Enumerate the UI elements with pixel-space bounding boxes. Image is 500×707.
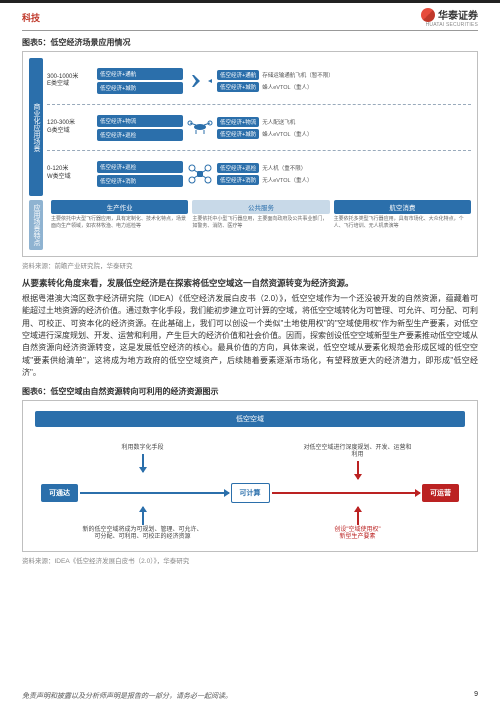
fig5-row: 120-300米 G类空域 低空经济+物流 低空经济+巡检 低空经济+物流无人配… xyxy=(47,104,471,150)
fig6-title: 图表6：低空空域由自然资源转向可利用的经济资源图示 xyxy=(22,386,478,397)
desc-line: 低空经济+消防无人eVTOL（重人） xyxy=(217,175,471,185)
fig6-ann-tr: 对低空空域进行深度规划、开发、运营和利用 xyxy=(303,445,413,459)
flow-box-right: 可运营 xyxy=(422,484,459,502)
desc-text: 无人配送飞机 xyxy=(262,118,295,126)
arrow-down-icon xyxy=(142,507,144,525)
alt-label: 120-300米 G类空域 xyxy=(47,120,97,134)
page-number: 9 xyxy=(474,691,478,701)
desc-text: 蜂人eVTOL（重人） xyxy=(262,83,312,91)
desc-col: 低空经济+通航存储运输通航飞机（暂不限） 低空经济+城防蜂人eVTOL（重人） xyxy=(217,70,471,92)
category-label: 科技 xyxy=(22,11,40,24)
bot-body: 主要依托中大型飞行器应用，具有定制化、技术化特点，场景面向生产领域，如农林牧渔、… xyxy=(51,216,188,229)
fig6-ann-br: 创设"空域使用权" 新型生产要素 xyxy=(313,527,403,541)
chip-group: 低空经济+通航 低空经济+城防 xyxy=(97,68,183,94)
fig5-rows: 300-1000米 E类空域 低空经济+通航 低空经济+城防 低空经济+通航存储… xyxy=(47,58,471,196)
bot-col: 生产作业 主要依托中大型飞行器应用，具有定制化、技术化特点，场景面向生产领域，如… xyxy=(51,200,188,250)
chip: 低空经济+城防 xyxy=(217,129,259,139)
fig5-title: 图表5：低空经济场景应用情况 xyxy=(22,37,478,48)
brand-en: HUATAI SECURITIES xyxy=(426,22,478,28)
arrow-down-icon xyxy=(357,461,359,479)
fig5-vtab-bottom: 应用场景特点 xyxy=(29,200,43,250)
desc-line: 低空经济+城防蜂人eVTOL（重人） xyxy=(217,129,471,139)
page-header: 科技 华泰证券 HUATAI SECURITIES xyxy=(0,3,500,30)
brand-logo: 华泰证券 HUATAI SECURITIES xyxy=(421,7,478,28)
chip: 低空经济+巡检 xyxy=(97,161,183,173)
desc-text: 存储运输通航飞机（暂不限） xyxy=(262,71,334,79)
section-heading: 从要素转化角度来看，发展低空经济是在探索将低空空域这一自然资源转变为经济资源。 xyxy=(22,278,478,290)
desc-line: 低空经济+通航存储运输通航飞机（暂不限） xyxy=(217,70,471,80)
bot-body: 主要依托多类型飞行器应用，具有市场化、大众化特点，个人、飞行培训、无人机表演等 xyxy=(334,216,471,229)
chip-group: 低空经济+物流 低空经济+巡检 xyxy=(97,115,183,141)
fig5-vtab-top: 商业化应用场景 xyxy=(29,58,43,196)
fig5-bottom: 应用场景特点 生产作业 主要依托中大型飞行器应用，具有定制化、技术化特点，场景面… xyxy=(29,200,471,250)
fig5-row: 300-1000米 E类空域 低空经济+通航 低空经济+城防 低空经济+通航存储… xyxy=(47,58,471,104)
bot-head: 生产作业 xyxy=(51,200,188,214)
chip: 低空经济+城防 xyxy=(97,82,183,94)
quadcopter-icon xyxy=(183,163,217,185)
fig6-flow: 可通达 可计算 可运营 xyxy=(35,483,465,503)
bot-head: 公共服务 xyxy=(192,200,329,214)
desc-line: 低空经济+城防蜂人eVTOL（重人） xyxy=(217,82,471,92)
alt-label: 0-120米 W类空域 xyxy=(47,166,97,180)
fig6-container: 低空空域 利用数字化手段 对低空空域进行深度规划、开发、运营和利用 可通达 可计… xyxy=(22,400,478,553)
fig6-topbar: 低空空域 xyxy=(35,411,465,427)
bot-col: 公共服务 主要依托中小型飞行器应用，主要面向政府及公共事业部门，如警务、消防、医… xyxy=(192,200,329,250)
bot-head: 航空消费 xyxy=(334,200,471,214)
page-footer: 免责声明和披露以及分析师声明是报告的一部分，请务必一起阅读。 9 xyxy=(22,691,478,701)
fig5-container: 商业化应用场景 300-1000米 E类空域 低空经济+通航 低空经济+城防 低… xyxy=(22,51,478,257)
fig6-ann-tl: 利用数字化手段 xyxy=(98,445,188,452)
chip: 低空经济+物流 xyxy=(97,115,183,127)
desc-col: 低空经济+巡检无人机（重不限） 低空经济+消防无人eVTOL（重人） xyxy=(217,163,471,185)
chip: 低空经济+消防 xyxy=(97,175,183,187)
fig6-source: 资料来源：IDEA《低空经济发展白皮书（2.0）》，华泰研究 xyxy=(22,555,478,565)
desc-line: 低空经济+巡检无人机（重不限） xyxy=(217,163,471,173)
bot-col: 航空消费 主要依托多类型飞行器应用，具有市场化、大众化特点，个人、飞行培训、无人… xyxy=(334,200,471,250)
chip-group: 低空经济+巡检 低空经济+消防 xyxy=(97,161,183,187)
bot-body: 主要依托中小型飞行器应用，主要面向政府及公共事业部门，如警务、消防、医疗等 xyxy=(192,216,329,229)
body-paragraph: 根据粤港澳大湾区数字经济研究院（IDEA）《低空经济发展白皮书（2.0）》，低空… xyxy=(22,293,478,380)
brand-cn: 华泰证券 xyxy=(438,7,478,22)
logo-row: 华泰证券 xyxy=(421,7,478,22)
chip: 低空经济+消防 xyxy=(217,175,259,185)
alt-label: 300-1000米 E类空域 xyxy=(47,74,97,88)
logo-mark-icon xyxy=(421,8,435,22)
desc-text: 无人机（重不限） xyxy=(262,164,306,172)
fig5-source: 资料来源：前瞻产业研究院，华泰研究 xyxy=(22,260,478,270)
fig6-ann-bl: 新的低空空域将成为可规划、管理、可允许、可分配、可利用、可校正的经济资源 xyxy=(83,527,203,541)
arrow-right-icon xyxy=(272,492,421,494)
chip: 低空经济+通航 xyxy=(97,68,183,80)
flow-box-mid: 可计算 xyxy=(231,483,270,503)
disclaimer-text: 免责声明和披露以及分析师声明是报告的一部分，请务必一起阅读。 xyxy=(22,691,232,701)
desc-text: 蜂人eVTOL（重人） xyxy=(262,130,312,138)
chip: 低空经济+物流 xyxy=(217,117,259,127)
header-rule xyxy=(22,30,478,31)
chip: 低空经济+巡检 xyxy=(97,129,183,141)
arrow-down-icon xyxy=(142,454,144,472)
flow-box-left: 可通达 xyxy=(41,484,78,502)
plane-icon xyxy=(183,70,217,92)
fig5-body: 商业化应用场景 300-1000米 E类空域 低空经济+通航 低空经济+城防 低… xyxy=(29,58,471,196)
desc-col: 低空经济+物流无人配送飞机 低空经济+城防蜂人eVTOL（重人） xyxy=(217,117,471,139)
fig5-row: 0-120米 W类空域 低空经济+巡检 低空经济+消防 低空经济+巡检无人机（重… xyxy=(47,150,471,196)
arrow-right-icon xyxy=(80,492,229,494)
chip: 低空经济+城防 xyxy=(217,82,259,92)
arrow-down-icon xyxy=(357,507,359,525)
chip: 低空经济+巡检 xyxy=(217,163,259,173)
page-content: 图表5：低空经济场景应用情况 商业化应用场景 300-1000米 E类空域 低空… xyxy=(0,37,500,565)
desc-line: 低空经济+物流无人配送飞机 xyxy=(217,117,471,127)
desc-text: 无人eVTOL（重人） xyxy=(262,176,312,184)
drone-icon xyxy=(183,117,217,139)
chip: 低空经济+通航 xyxy=(217,70,259,80)
